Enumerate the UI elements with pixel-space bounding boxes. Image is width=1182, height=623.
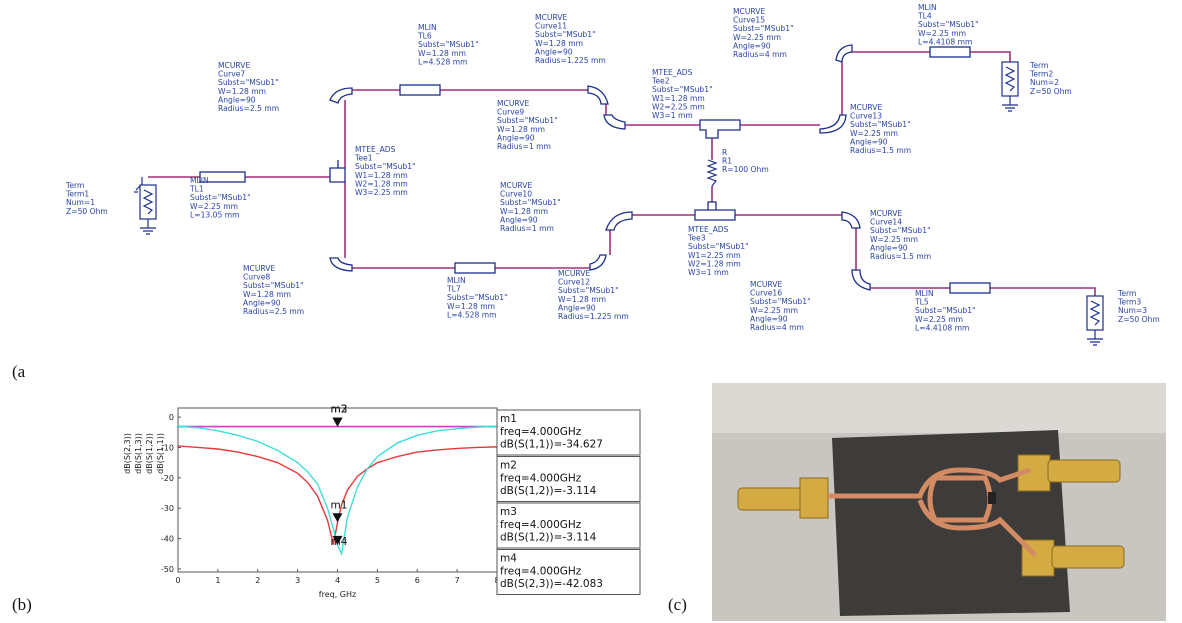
marker-box-text: dB(S(1,2))=-3.114 <box>500 532 597 544</box>
marker-box-name: m3 <box>500 506 517 518</box>
x-tick-label: 1 <box>215 576 220 585</box>
photo <box>712 383 1166 621</box>
component-label: Radius=1.225 mm <box>535 56 606 65</box>
marker-box-text: dB(S(2,3))=-42.083 <box>500 578 603 590</box>
marker <box>333 513 343 522</box>
component-label: W3=1 mm <box>652 111 693 120</box>
legend-entry: dB(S(1,1)) <box>156 433 165 474</box>
component-label: Radius=1.225 mm <box>558 312 629 321</box>
y-tick-label: -50 <box>161 565 174 574</box>
marker-box-text: dB(S(1,2))=-3.114 <box>500 485 597 497</box>
marker-box-text: freq=4.000GHz <box>500 566 582 578</box>
x-tick-label: 7 <box>455 576 460 585</box>
component-label: W3=2.25 mm <box>355 188 408 197</box>
y-tick-label: -30 <box>161 504 174 513</box>
marker-box-text: dB(S(1,1))=-34.627 <box>500 439 603 451</box>
legend-entry: dB(S(1,3)) <box>134 433 143 474</box>
component-label: L=4.4108 mm <box>915 323 969 332</box>
panel-label: (b) <box>12 595 32 614</box>
component-label: L=4.4108 mm <box>918 37 972 46</box>
component-label: Radius=2.5 mm <box>218 104 279 113</box>
x-tick-label: 5 <box>375 576 380 585</box>
figure: MLINTL6Subst="MSub1"W=1.28 mmL=4.528 mmM… <box>0 0 1182 623</box>
y-tick-label: 0 <box>169 413 174 422</box>
x-tick-label: 2 <box>255 576 260 585</box>
component-label: Radius=1 mm <box>500 224 554 233</box>
y-tick-label: -20 <box>161 474 174 483</box>
y-tick-label: -40 <box>161 535 174 544</box>
marker-box-name: m4 <box>500 553 517 565</box>
panel-label: (c) <box>668 595 687 614</box>
component-label: L=4.528 mm <box>447 310 497 319</box>
component-label: Radius=2.5 mm <box>243 307 304 316</box>
component-label: Z=50 Ohm <box>1030 87 1072 96</box>
x-tick-label: 0 <box>175 576 180 585</box>
component-label: Radius=1.5 mm <box>870 252 931 261</box>
marker-box-name: m1 <box>500 413 517 425</box>
marker-label: m1 <box>331 499 348 511</box>
component-label: Radius=4 mm <box>750 323 804 332</box>
component-label: Z=50 Ohm <box>66 207 108 216</box>
x-tick-label: 3 <box>295 576 300 585</box>
series-line <box>178 446 497 545</box>
component-label: L=13.05 mm <box>190 210 240 219</box>
component-label: L=4.528 mm <box>418 57 468 66</box>
legend-entry: dB(S(1,2)) <box>145 433 154 474</box>
panel-label: (a <box>12 362 26 381</box>
x-tick-label: 6 <box>415 576 420 585</box>
component-label: Radius=4 mm <box>733 50 787 59</box>
marker <box>333 418 343 427</box>
x-axis-label: freq, GHz <box>319 590 356 599</box>
marker-box-text: freq=4.000GHz <box>500 519 582 531</box>
marker-box-name: m2 <box>500 460 517 472</box>
component-label: R=100 Ohm <box>722 165 769 174</box>
component-label: Radius=1 mm <box>497 142 551 151</box>
x-tick-label: 4 <box>335 576 340 585</box>
component-label: W3=1 mm <box>688 268 729 277</box>
marker-box-text: freq=4.000GHz <box>500 426 582 438</box>
marker-label: m3 <box>331 404 348 416</box>
component-label: Z=50 Ohm <box>1118 315 1160 324</box>
series-line <box>178 426 497 554</box>
marker-label: m4 <box>331 536 348 548</box>
component-label: Radius=1.5 mm <box>850 146 911 155</box>
marker-box-text: freq=4.000GHz <box>500 473 582 485</box>
legend-entry: dB(S(2,3)) <box>123 433 132 474</box>
